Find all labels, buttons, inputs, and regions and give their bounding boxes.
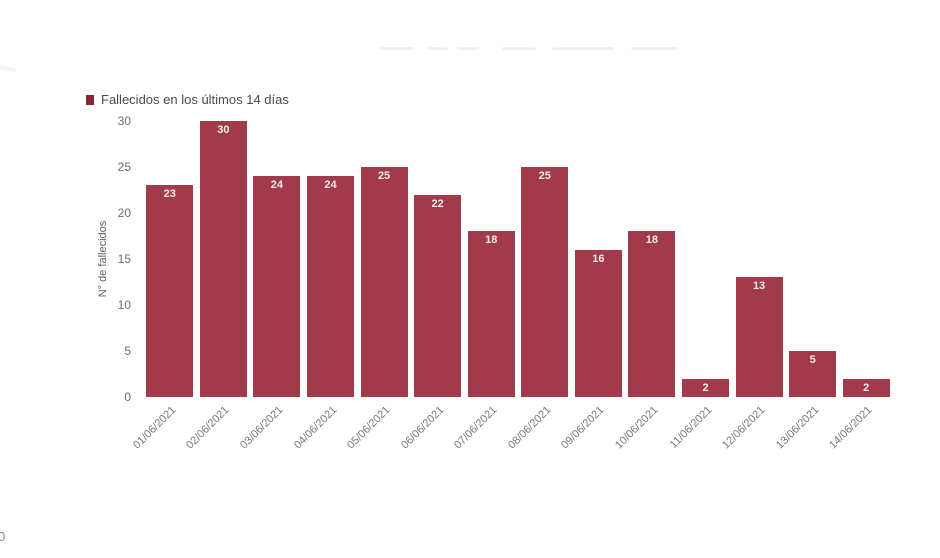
bar: 2 [682, 378, 729, 397]
x-tick-label: 14/06/2021 [827, 404, 875, 452]
x-tick-label: 02/06/2021 [184, 404, 232, 452]
faint-artifact [502, 47, 536, 50]
bar: 30 [199, 121, 247, 397]
bar: 24 [307, 176, 354, 397]
x-tick-label: 07/06/2021 [452, 404, 500, 452]
y-tick-label: 0 [124, 390, 131, 404]
x-tick-label: 09/06/2021 [559, 404, 607, 452]
bar: 5 [789, 351, 837, 397]
bar: 18 [628, 231, 676, 397]
faint-artifact [631, 47, 677, 50]
x-tick-label: 12/06/2021 [720, 404, 768, 452]
bar-value-label: 23 [163, 188, 176, 201]
y-tick-label: 25 [117, 160, 131, 174]
bar: 2 [842, 378, 890, 397]
bar-value-label: 24 [270, 179, 284, 192]
bar-value-label: 5 [809, 354, 816, 366]
x-tick-label: 03/06/2021 [237, 404, 286, 452]
faint-artifact [552, 47, 614, 50]
x-tick-label: 08/06/2021 [505, 404, 554, 452]
bar: 24 [253, 176, 301, 397]
faint-artifact [380, 47, 413, 50]
x-tick-label: 04/06/2021 [291, 404, 339, 452]
bar-value-label: 25 [538, 170, 551, 182]
x-tick-label: 13/06/2021 [773, 404, 822, 452]
faint-artifact [457, 47, 479, 50]
y-tick-label: 30 [117, 114, 131, 128]
y-tick-label: 15 [117, 252, 131, 266]
bar-value-label: 16 [592, 252, 605, 265]
faint-artifact [0, 65, 17, 73]
legend: Fallecidos en los últimos 14 días [86, 92, 289, 107]
legend-swatch-icon [86, 94, 94, 105]
x-axis-tick-labels: 01/06/2021 02/06/2021 03/06/2021 04/06/2021… [131, 404, 893, 474]
y-tick-label: 10 [117, 298, 131, 312]
x-tick-label: 05/06/2021 [345, 404, 393, 452]
legend-label: Fallecidos en los últimos 14 días [101, 92, 289, 107]
bar: 13 [735, 277, 783, 397]
bar-value-label: 18 [645, 234, 659, 247]
bar-value-label: 2 [702, 381, 709, 394]
bar: 18 [467, 231, 515, 397]
y-tick-label: 20 [117, 206, 131, 220]
bar-value-label: 24 [324, 179, 337, 192]
bar-value-label: 2 [863, 381, 870, 394]
bar-value-label: 25 [377, 170, 391, 182]
bar-value-label: 18 [485, 234, 498, 247]
x-tick-label: 10/06/2021 [612, 404, 661, 452]
bar: 25 [521, 167, 569, 397]
bar-value-label: 13 [752, 280, 766, 293]
bar-value-label: 22 [431, 197, 444, 210]
bar: 22 [414, 194, 462, 397]
x-tick-label: 01/06/2021 [130, 404, 179, 452]
faint-artifact [428, 47, 448, 50]
bar: 23 [146, 185, 194, 397]
x-tick-label: 11/06/2021 [667, 404, 714, 451]
x-tick-label: 06/06/2021 [398, 404, 447, 452]
y-tick-label: 5 [124, 344, 131, 358]
plot-area: 23 30 24 24 25 22 18 25 16 18 2 13 5 2 [143, 121, 893, 397]
bar: 25 [360, 167, 408, 397]
stray-axis-label: 0 [0, 529, 6, 544]
bar-value-label: 30 [217, 124, 230, 136]
bar: 16 [574, 249, 622, 397]
